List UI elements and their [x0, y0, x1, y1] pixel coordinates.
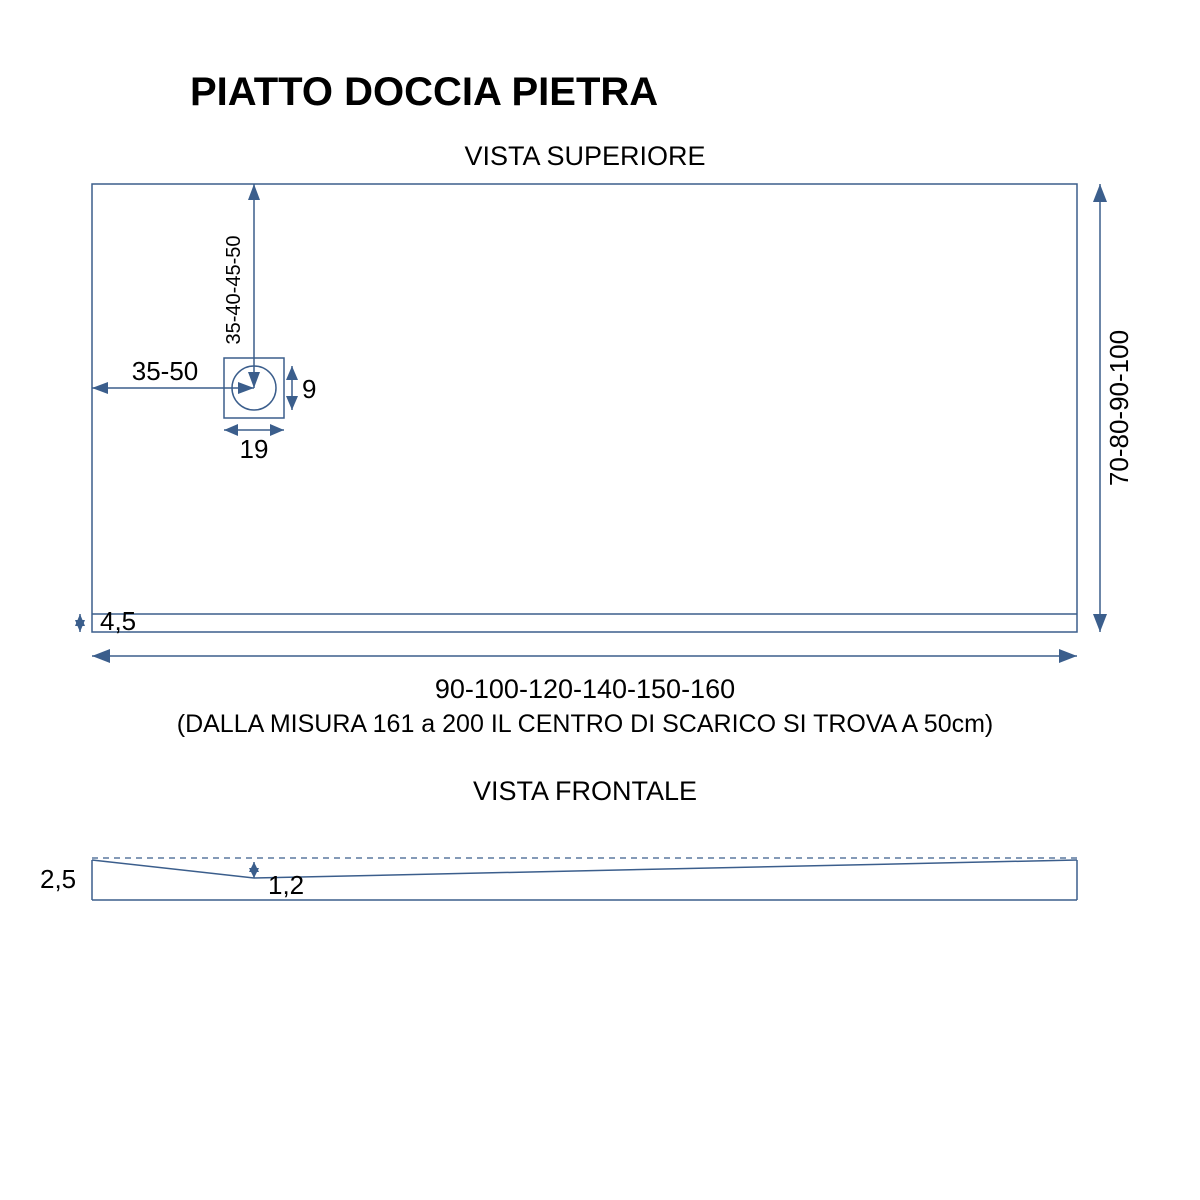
width-note: (DALLA MISURA 161 a 200 IL CENTRO DI SCA…	[177, 710, 994, 738]
dim-overall-width	[92, 649, 1077, 663]
front-view-label: VISTA FRONTALE	[473, 776, 697, 806]
svg-text:9: 9	[302, 374, 316, 404]
dim-drain-square: 19	[224, 424, 284, 464]
width-label: 90-100-120-140-150-160	[435, 674, 735, 704]
dim-front-left-height: 2,5	[40, 864, 76, 894]
technical-drawing: PIATTO DOCCIA PIETRA VISTA SUPERIORE 35-…	[0, 0, 1200, 1200]
top-view-label: VISTA SUPERIORE	[464, 141, 705, 171]
dim-drain-circle: 9	[286, 366, 316, 410]
svg-text:70-80-90-100: 70-80-90-100	[1104, 330, 1134, 486]
svg-text:1,2: 1,2	[268, 870, 304, 900]
main-title: PIATTO DOCCIA PIETRA	[190, 70, 658, 114]
svg-text:19: 19	[240, 434, 269, 464]
svg-text:35-40-45-50: 35-40-45-50	[223, 236, 245, 345]
svg-text:4,5: 4,5	[100, 606, 136, 636]
svg-text:2,5: 2,5	[40, 864, 76, 894]
svg-text:35-50: 35-50	[132, 356, 199, 386]
dim-front-dip: 1,2	[249, 862, 304, 900]
dim-bottom-band: 4,5	[75, 606, 136, 636]
dim-overall-height: 70-80-90-100	[1093, 184, 1134, 632]
dim-drain-offset-x: 35-50	[92, 356, 254, 394]
front-profile	[92, 860, 1077, 900]
